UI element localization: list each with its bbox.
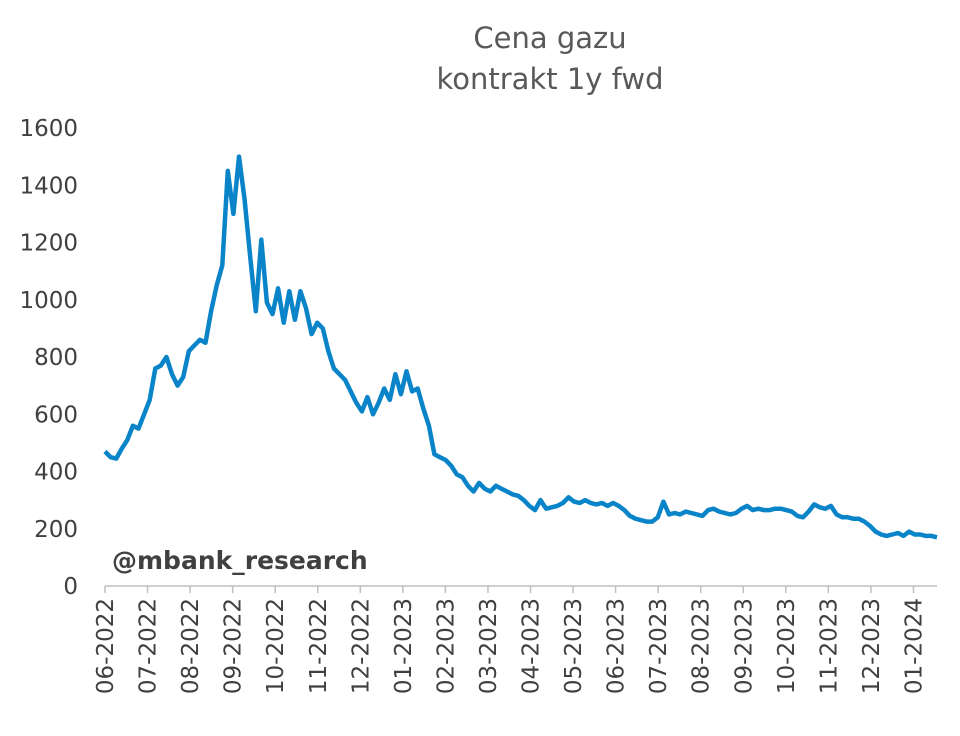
y-tick-label: 1600: [19, 116, 78, 142]
y-tick-label: 1400: [19, 173, 78, 199]
line-series: [103, 154, 938, 540]
y-tick-label: 200: [34, 517, 78, 543]
chart-subtitle: kontrakt 1y fwd: [437, 62, 664, 96]
x-tick-label: 09-2022: [221, 598, 247, 694]
x-tick-label: 02-2023: [433, 598, 459, 694]
y-tick-label: 400: [34, 460, 78, 486]
y-tick-label: 1200: [19, 231, 78, 257]
y-tick-label: 0: [63, 574, 78, 600]
watermark: @mbank_research: [112, 546, 368, 575]
x-tick-label: 01-2024: [901, 598, 927, 694]
y-tick-label: 600: [34, 402, 78, 428]
x-tick-label: 11-2022: [306, 598, 332, 694]
x-tick-label: 03-2023: [476, 598, 502, 694]
x-tick-label: 10-2022: [263, 598, 289, 694]
x-tick-label: 08-2022: [178, 598, 204, 694]
x-tick-label: 05-2023: [561, 598, 587, 694]
x-tick-label: 10-2023: [774, 598, 800, 694]
x-tick-label: 07-2022: [136, 598, 162, 694]
chart-title: Cena gazu: [473, 21, 626, 55]
x-tick-label: 12-2023: [859, 598, 885, 694]
x-tick-label: 06-2022: [93, 598, 119, 694]
y-tick-label: 1000: [19, 288, 78, 314]
x-tick-label: 08-2023: [689, 598, 715, 694]
x-tick-label: 06-2023: [604, 598, 630, 694]
x-tick-label: 01-2023: [391, 598, 417, 694]
y-tick-label: 800: [34, 345, 78, 371]
x-tick-label: 07-2023: [646, 598, 672, 694]
x-tick-label: 09-2023: [731, 598, 757, 694]
x-tick-label: 11-2023: [816, 598, 842, 694]
x-tick-label: 12-2022: [348, 598, 374, 694]
x-tick-label: 04-2023: [519, 598, 545, 694]
